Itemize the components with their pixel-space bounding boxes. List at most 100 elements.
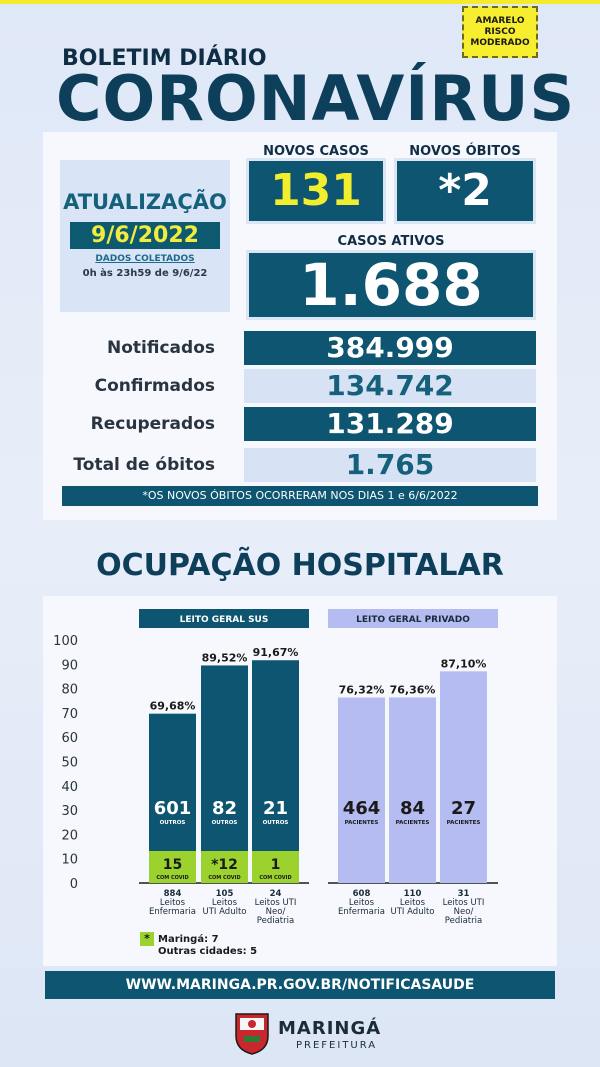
page-title: CORONAVÍRUS (56, 62, 576, 135)
bar-value-sublabel: OUTROS (263, 820, 289, 826)
group-header-label: LEITO GERAL PRIVADO (356, 615, 470, 625)
bar-category-label: UTI Adulto (203, 907, 247, 917)
new-deaths-value: *2 (394, 158, 536, 224)
bar-covid-value: *12 (211, 857, 238, 873)
bar-percent-label: 69,68% (150, 700, 196, 713)
recovered-label: Recuperados (90, 414, 215, 434)
group-header (328, 609, 498, 628)
bar-category-label: Leitos UTI (443, 898, 485, 908)
bar-percent-label: 89,52% (202, 651, 248, 664)
bar-value: 21 (263, 798, 288, 819)
y-tick-label: 100 (53, 634, 78, 649)
bar-value-sublabel: PACIENTES (447, 820, 481, 826)
legend-marker: * (140, 932, 154, 946)
bar-value: 601 (154, 798, 192, 819)
update-label: ATUALIZAÇÃO (63, 190, 227, 214)
notified-label: Notificados (107, 338, 215, 358)
bar-percent-label: 91,67% (253, 646, 299, 659)
bar-category-label: Enfermaria (149, 907, 196, 917)
y-tick-label: 40 (61, 780, 78, 795)
bar-value: 27 (451, 798, 476, 819)
bar-category-label: 24 (270, 889, 282, 899)
collected-range: 0h às 23h59 de 9/6/22 (82, 268, 208, 279)
y-tick-label: 10 (61, 853, 78, 868)
bar-covid-segment (149, 851, 196, 883)
active-cases-label: CASOS ATIVOS (337, 234, 445, 249)
bar-covid-value: 1 (271, 857, 281, 873)
bar-category-label: 105 (216, 889, 234, 899)
new-cases-value: 131 (246, 158, 386, 224)
bar-category-label: 608 (353, 889, 371, 899)
bar-value: 464 (343, 798, 381, 819)
bar-covid-segment (201, 851, 248, 883)
legend-line-2: Outras cidades: 5 (158, 946, 258, 957)
coat-of-arms-icon (235, 1013, 269, 1055)
y-tick-label: 0 (70, 877, 78, 892)
active-cases-value: 1.688 (246, 250, 536, 320)
risk-badge: AMARELO RISCO MODERADO (462, 6, 538, 58)
bar-category-label: Leitos UTI (255, 898, 297, 908)
y-tick-label: 60 (61, 731, 78, 746)
bar-category-label: Neo/ (454, 907, 474, 917)
bar-category-label: Leitos (212, 898, 238, 908)
bar-category-label: Pediatria (445, 916, 482, 926)
bar (201, 665, 248, 883)
bar-value: 82 (212, 798, 237, 819)
footer-city: MARINGÁ (278, 1018, 382, 1039)
bar-category-label: 31 (458, 889, 470, 899)
y-tick-label: 50 (61, 756, 78, 771)
bar-category-label: 110 (404, 889, 422, 899)
recovered-value: 131.289 (244, 407, 536, 441)
new-deaths-label: NOVOS ÓBITOS (409, 144, 521, 159)
bar-category-label: Neo/ (266, 907, 286, 917)
bar-value: 84 (400, 798, 425, 819)
bar-covid-sublabel: COM COVID (156, 875, 188, 881)
confirmed-label: Confirmados (94, 376, 215, 396)
bar (389, 697, 436, 883)
covid-legend: * Maringá: 7 Outras cidades: 5 (140, 932, 257, 958)
footer-subtitle: PREFEITURA (296, 1040, 378, 1051)
bar (338, 697, 385, 883)
total-deaths-label: Total de óbitos (73, 455, 215, 475)
occupancy-title: OCUPAÇÃO HOSPITALAR (96, 548, 504, 583)
new-cases-label: NOVOS CASOS (263, 144, 369, 159)
risk-line-2: RISCO (484, 26, 516, 37)
bar-percent-label: 76,36% (390, 683, 436, 696)
update-box: ATUALIZAÇÃO 9/6/2022 DADOS COLETADOS 0h … (60, 160, 230, 312)
y-tick-label: 90 (61, 658, 78, 673)
bar (440, 671, 487, 883)
total-deaths-value: 1.765 (244, 448, 536, 482)
bar-covid-sublabel: COM COVID (259, 875, 291, 881)
deaths-footnote: *OS NOVOS ÓBITOS OCORRERAM NOS DIAS 1 e … (62, 486, 538, 506)
bar-value-sublabel: PACIENTES (345, 820, 379, 826)
bar-category-label: Leitos (160, 898, 186, 908)
bar (252, 660, 299, 883)
notified-value: 384.999 (244, 331, 536, 365)
bar-covid-value: 15 (163, 857, 182, 873)
bar-percent-label: 87,10% (441, 657, 487, 670)
top-accent-line (0, 0, 600, 4)
bar-value-sublabel: PACIENTES (396, 820, 430, 826)
y-tick-label: 20 (61, 828, 78, 843)
y-tick-label: 80 (61, 683, 78, 698)
y-tick-label: 70 (61, 707, 78, 722)
bar-value-sublabel: OUTROS (160, 820, 186, 826)
bar-category-label: Leitos (400, 898, 426, 908)
bar-covid-sublabel: COM COVID (208, 875, 240, 881)
collected-label: DADOS COLETADOS (95, 254, 195, 264)
confirmed-value: 134.742 (244, 369, 536, 403)
bar-category-label: Leitos (349, 898, 375, 908)
bar-value-sublabel: OUTROS (212, 820, 238, 826)
bar-percent-label: 76,32% (339, 684, 385, 697)
group-header (139, 609, 309, 628)
bulletin-kicker: BOLETIM DIÁRIO (62, 46, 267, 71)
risk-line-3: MODERADO (470, 37, 530, 48)
update-date: 9/6/2022 (70, 222, 220, 249)
bar-category-label: Enfermaria (338, 907, 385, 917)
group-header-label: LEITO GERAL SUS (180, 615, 269, 625)
bar-category-label: 884 (164, 889, 182, 899)
risk-line-1: AMARELO (475, 15, 525, 26)
bar-category-label: UTI Adulto (391, 907, 435, 917)
notification-url[interactable]: WWW.MARINGA.PR.GOV.BR/NOTIFICASAUDE (45, 971, 555, 999)
